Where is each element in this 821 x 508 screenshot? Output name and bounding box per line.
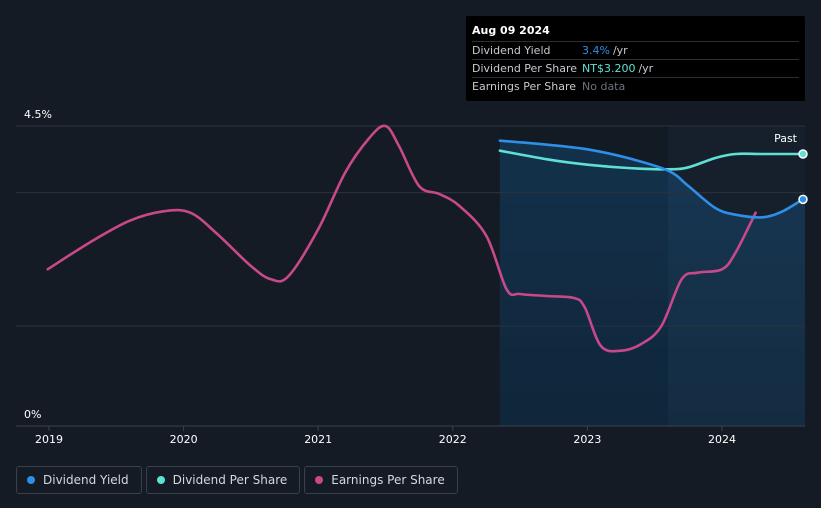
tooltip-value: No data: [582, 80, 626, 93]
legend-label: Dividend Per Share: [172, 473, 288, 487]
series-line-dividend-per-share: [498, 149, 805, 171]
series-line-dividend-yield: [498, 139, 805, 219]
tooltip-label: Dividend Per Share: [472, 62, 578, 75]
tooltip-unit: /yr: [612, 44, 628, 57]
x-tick-label: 2020: [170, 433, 198, 446]
past-shade: [668, 126, 805, 426]
legend-label: Dividend Yield: [43, 473, 129, 487]
chart-legend: Dividend Yield Dividend Per Share Earnin…: [16, 466, 458, 494]
tooltip-unit: /yr: [638, 62, 654, 75]
x-tick-label: 2019: [35, 433, 63, 446]
tooltip-label: Earnings Per Share: [472, 80, 577, 93]
end-marker-dividend-yield: [798, 194, 808, 205]
x-tick-label: 2024: [708, 433, 736, 446]
y-tick-label: 4.5%: [24, 108, 52, 121]
past-label: Past: [774, 132, 798, 145]
tooltip-row-dividend-yield: Dividend Yield 3.4% /yr: [472, 41, 799, 59]
tooltip-panel: Aug 09 2024 Dividend Yield 3.4% /yr Divi…: [466, 16, 805, 101]
legend-item-earnings-per-share[interactable]: Earnings Per Share: [304, 466, 458, 494]
x-tick-label: 2023: [573, 433, 601, 446]
y-tick-label: 0%: [24, 408, 41, 421]
x-tick-label: 2021: [304, 433, 332, 446]
legend-item-dividend-per-share[interactable]: Dividend Per Share: [145, 466, 301, 494]
series-line-earnings-per-share: [46, 124, 757, 353]
tooltip-label: Dividend Yield: [472, 44, 551, 57]
tooltip-row-earnings-per-share: Earnings Per Share No data: [472, 77, 799, 95]
end-marker-dividend-per-share: [798, 149, 808, 159]
legend-dot-icon: [315, 476, 324, 484]
legend-dot-icon: [27, 476, 35, 484]
legend-label: Earnings Per Share: [331, 473, 445, 487]
x-tick-label: 2022: [439, 433, 467, 446]
tooltip-value: NT$3.200: [582, 62, 636, 75]
tooltip-value: 3.4%: [582, 44, 610, 57]
legend-dot-icon: [156, 476, 165, 484]
tooltip-date: Aug 09 2024: [472, 24, 550, 37]
legend-item-dividend-yield[interactable]: Dividend Yield: [16, 466, 142, 494]
tooltip-row-dividend-per-share: Dividend Per Share NT$3.200 /yr: [472, 59, 799, 77]
history-shade: [499, 126, 669, 426]
dividend-yield-area: [499, 140, 805, 426]
